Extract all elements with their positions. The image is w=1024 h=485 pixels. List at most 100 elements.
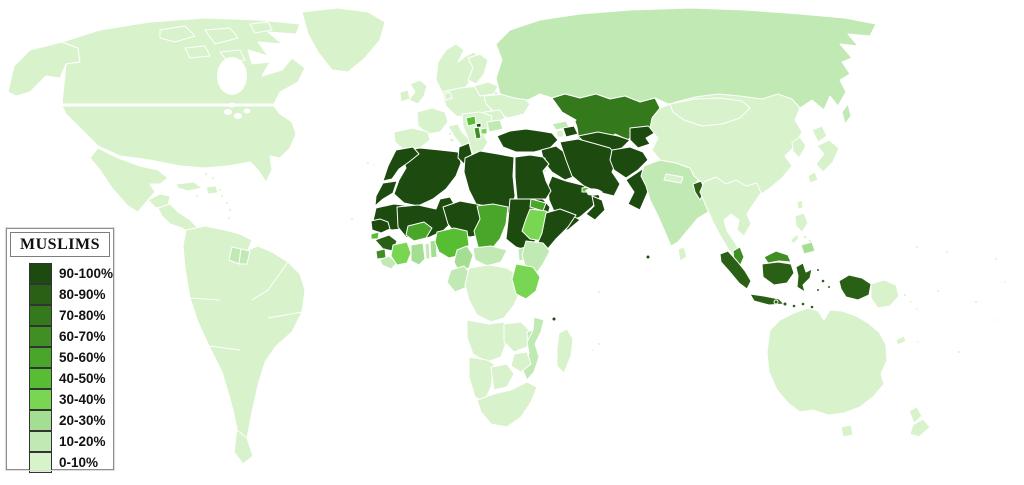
region-burkina-faso [405, 221, 433, 242]
region-cape-verde [350, 217, 354, 221]
legend-label: 20-30% [59, 413, 106, 428]
island-dot [916, 340, 920, 344]
region-oman [585, 195, 606, 221]
region-zimbabwe [510, 351, 532, 373]
region-seychelles [597, 290, 601, 294]
legend-row: 60-70% [29, 325, 113, 347]
island-dot [782, 301, 788, 307]
region-benin [429, 239, 438, 259]
island-dot [220, 194, 224, 198]
sardinia-island [449, 137, 455, 143]
legend-swatch [29, 430, 52, 452]
legend-swatch [29, 346, 52, 368]
region-west-papua [838, 274, 872, 301]
island-dot [204, 172, 208, 176]
legend-label: 0-10% [59, 455, 99, 470]
great-lakes-2 [234, 113, 242, 119]
island-dot [218, 188, 222, 192]
legend-swatch [29, 367, 52, 389]
region-taiwan [796, 199, 804, 210]
island-dot [945, 250, 949, 254]
hudson-bay [217, 57, 247, 95]
legend-swatch [29, 262, 52, 284]
region-tanzania [511, 263, 541, 300]
region-papua-new-guinea [870, 279, 900, 309]
region-australia [766, 307, 888, 438]
island-dot [936, 289, 940, 293]
island-dot [228, 208, 232, 212]
region-suriname [238, 248, 251, 265]
region-kalimantan [761, 261, 795, 286]
region-japan [807, 125, 840, 184]
legend-label: 30-40% [59, 392, 106, 407]
island-dot [211, 176, 215, 180]
region-macedonia [480, 127, 488, 135]
island-dot [974, 300, 978, 304]
region-maldives [645, 254, 651, 260]
region-iberia [393, 127, 431, 151]
region-palawan [790, 233, 800, 245]
island-dot [809, 304, 815, 310]
legend-row: 50-60% [29, 346, 113, 368]
region-turkey [496, 128, 559, 153]
legend-label: 90-100% [59, 266, 114, 281]
island-dot [372, 163, 376, 167]
region-ghana [410, 242, 426, 266]
legend-label: 70-80% [59, 308, 106, 323]
region-senegal [370, 218, 391, 234]
island-dot [591, 348, 595, 352]
region-central-african-republic [472, 245, 508, 267]
legend-row: 40-50% [29, 367, 113, 389]
legend-row: 70-80% [29, 304, 113, 326]
island-dot [597, 342, 601, 346]
island-dot [195, 194, 199, 198]
legend-swatch [29, 304, 52, 326]
region-mongolia [669, 97, 751, 127]
legend-row: 10-20% [29, 430, 113, 452]
region-kenya [521, 240, 551, 275]
region-guinea-bissau [370, 231, 380, 240]
pacific-islands [915, 245, 1007, 354]
region-south-africa [476, 381, 538, 428]
legend-swatch [29, 388, 52, 410]
region-nepal [663, 173, 684, 184]
region-china [649, 93, 803, 211]
caribbean-islands [195, 172, 232, 220]
island-dot [366, 161, 370, 165]
island-dot [773, 299, 779, 305]
island-dot [909, 300, 913, 304]
region-belarus-baltics [473, 81, 499, 97]
legend-swatch [29, 325, 52, 347]
region-madagascar [556, 328, 574, 374]
corsica-island [448, 132, 452, 136]
island-dot [791, 303, 797, 309]
region-sri-lanka [677, 246, 688, 262]
legend-title: MUSLIMS [20, 236, 100, 253]
region-chad [473, 203, 509, 252]
region-azerbaijan [562, 125, 579, 138]
island-dot [800, 301, 806, 307]
island-dot [227, 216, 231, 220]
region-armenia [555, 129, 565, 138]
legend-label: 80-90% [59, 287, 106, 302]
region-egypt [514, 154, 552, 200]
region-java [749, 293, 785, 306]
region-mexico [89, 147, 171, 213]
region-finland [467, 53, 489, 85]
island-dot [827, 285, 831, 289]
region-united-kingdom [408, 79, 428, 105]
region-new-zealand [908, 406, 931, 438]
island-dot [915, 307, 919, 311]
legend-label: 50-60% [59, 350, 106, 365]
region-iran [559, 138, 621, 197]
island-dot [903, 293, 907, 297]
legend-swatch [29, 283, 52, 305]
region-hispaniola [205, 185, 219, 195]
great-lakes-3 [243, 108, 251, 114]
persian-gulf [585, 188, 603, 196]
legend-label: 10-20% [59, 434, 106, 449]
great-lakes-1 [224, 109, 232, 115]
region-liberia [379, 255, 398, 270]
region-canada [61, 17, 306, 105]
region-malaysia-borneo [763, 250, 792, 264]
